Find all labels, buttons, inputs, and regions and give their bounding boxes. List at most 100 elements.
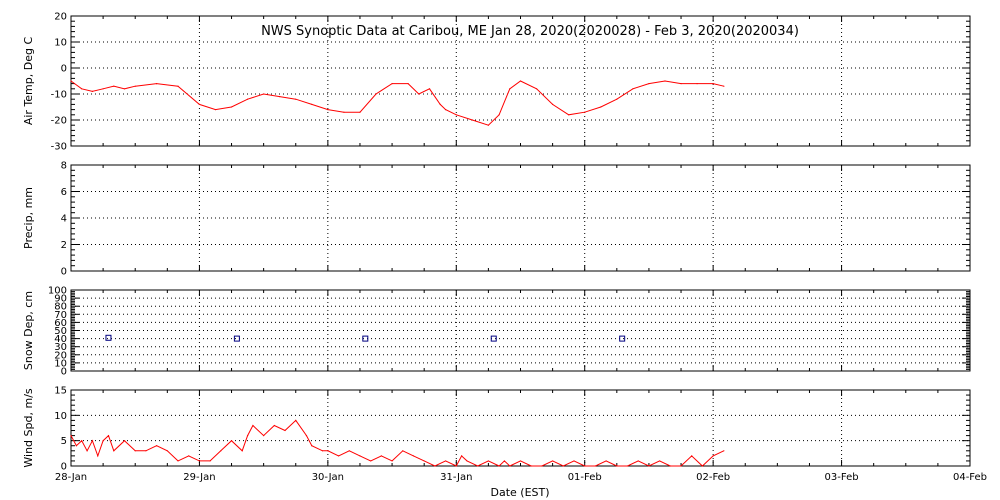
data-point bbox=[626, 465, 629, 467]
data-point bbox=[723, 85, 725, 87]
y-tick-label: 6 bbox=[61, 187, 67, 198]
data-point bbox=[616, 465, 618, 467]
data-point bbox=[562, 465, 564, 467]
data-point bbox=[428, 88, 431, 90]
y-tick-label: 0 bbox=[61, 64, 67, 75]
data-point bbox=[552, 103, 554, 105]
y-tick-label: 80 bbox=[54, 302, 67, 313]
data-point bbox=[466, 460, 468, 462]
y-tick-label: 90 bbox=[54, 294, 67, 305]
data-point bbox=[552, 460, 554, 462]
data-point bbox=[311, 103, 313, 105]
data-point bbox=[680, 465, 682, 467]
data-point bbox=[230, 106, 233, 108]
data-point bbox=[412, 455, 415, 457]
data-point bbox=[477, 465, 479, 467]
y-tick-label: -10 bbox=[51, 90, 67, 101]
y-tick-label: 8 bbox=[61, 161, 67, 172]
data-point bbox=[418, 93, 420, 95]
data-point bbox=[498, 465, 500, 467]
y-tick-label: 40 bbox=[54, 334, 67, 345]
data-point bbox=[584, 111, 586, 113]
data-point bbox=[375, 93, 377, 95]
data-point bbox=[327, 450, 329, 452]
data-point bbox=[107, 435, 110, 437]
series-line bbox=[70, 80, 724, 126]
plot-frame bbox=[70, 289, 971, 372]
data-point bbox=[680, 83, 682, 85]
data-point bbox=[284, 429, 286, 432]
data-point bbox=[233, 335, 240, 342]
data-point bbox=[81, 440, 83, 442]
data-point bbox=[619, 335, 626, 342]
data-point bbox=[519, 80, 522, 82]
chart-title: NWS Synoptic Data at Caribou, ME Jan 28,… bbox=[261, 24, 799, 39]
data-point bbox=[461, 455, 463, 457]
data-point bbox=[471, 119, 473, 121]
data-point bbox=[380, 455, 382, 457]
data-point bbox=[519, 460, 522, 462]
data-point bbox=[177, 85, 179, 87]
data-point bbox=[568, 114, 570, 116]
data-point bbox=[134, 450, 136, 452]
data-point bbox=[177, 460, 179, 462]
data-point bbox=[509, 88, 511, 90]
y-tick-label: 15 bbox=[54, 386, 67, 397]
data-point bbox=[145, 450, 147, 452]
y-tick-label: 10 bbox=[54, 38, 67, 49]
data-point bbox=[648, 83, 650, 85]
x-tick-label: 02-Feb bbox=[696, 472, 730, 483]
data-point bbox=[273, 424, 275, 427]
data-point bbox=[279, 96, 281, 98]
data-point bbox=[166, 450, 168, 452]
y-axis-label: Air Temp, Deg C bbox=[22, 37, 35, 126]
data-point bbox=[113, 85, 115, 87]
data-point bbox=[712, 83, 714, 85]
x-axis-label: Date (EST) bbox=[490, 486, 549, 499]
y-tick-label: 0 bbox=[61, 267, 67, 278]
x-tick-label: 29-Jan bbox=[183, 472, 215, 483]
y-tick-label: 10 bbox=[54, 358, 67, 369]
data-point bbox=[605, 460, 607, 462]
data-point bbox=[156, 83, 158, 85]
data-point bbox=[198, 460, 201, 462]
y-tick-label: 30 bbox=[54, 342, 67, 353]
data-point bbox=[712, 455, 714, 457]
data-point bbox=[584, 465, 586, 467]
data-point bbox=[498, 114, 500, 116]
data-point bbox=[311, 445, 313, 447]
data-point bbox=[455, 465, 457, 467]
data-point bbox=[91, 90, 94, 92]
y-tick-label: -30 bbox=[51, 142, 67, 153]
data-point bbox=[263, 93, 265, 95]
data-point bbox=[230, 440, 233, 442]
data-point bbox=[402, 450, 404, 452]
data-point bbox=[637, 460, 639, 462]
data-point bbox=[70, 80, 72, 82]
data-point bbox=[509, 465, 511, 467]
y-tick-label: 2 bbox=[61, 240, 67, 251]
data-point bbox=[530, 465, 532, 467]
data-point bbox=[86, 450, 88, 452]
data-point bbox=[541, 465, 543, 467]
y-tick-label: 0 bbox=[61, 462, 67, 473]
x-tick-label: 30-Jan bbox=[312, 472, 344, 483]
data-point bbox=[691, 455, 693, 457]
data-point bbox=[423, 460, 425, 462]
x-tick-label: 28-Jan bbox=[55, 472, 87, 483]
data-point bbox=[123, 88, 126, 90]
y-tick-label: 5 bbox=[61, 436, 67, 447]
data-point bbox=[659, 460, 661, 462]
y-tick-label: -20 bbox=[51, 116, 67, 127]
data-point bbox=[214, 109, 217, 111]
data-point bbox=[343, 111, 345, 113]
series-line bbox=[70, 419, 725, 467]
data-point bbox=[573, 460, 575, 462]
y-tick-label: 20 bbox=[54, 12, 67, 23]
data-point bbox=[209, 460, 211, 462]
y-axis-label: Precip, mm bbox=[22, 187, 35, 249]
data-point bbox=[91, 440, 94, 442]
precip-panel: 0 2 4 6 8 Precip, mm bbox=[22, 161, 971, 278]
data-point bbox=[105, 334, 112, 341]
